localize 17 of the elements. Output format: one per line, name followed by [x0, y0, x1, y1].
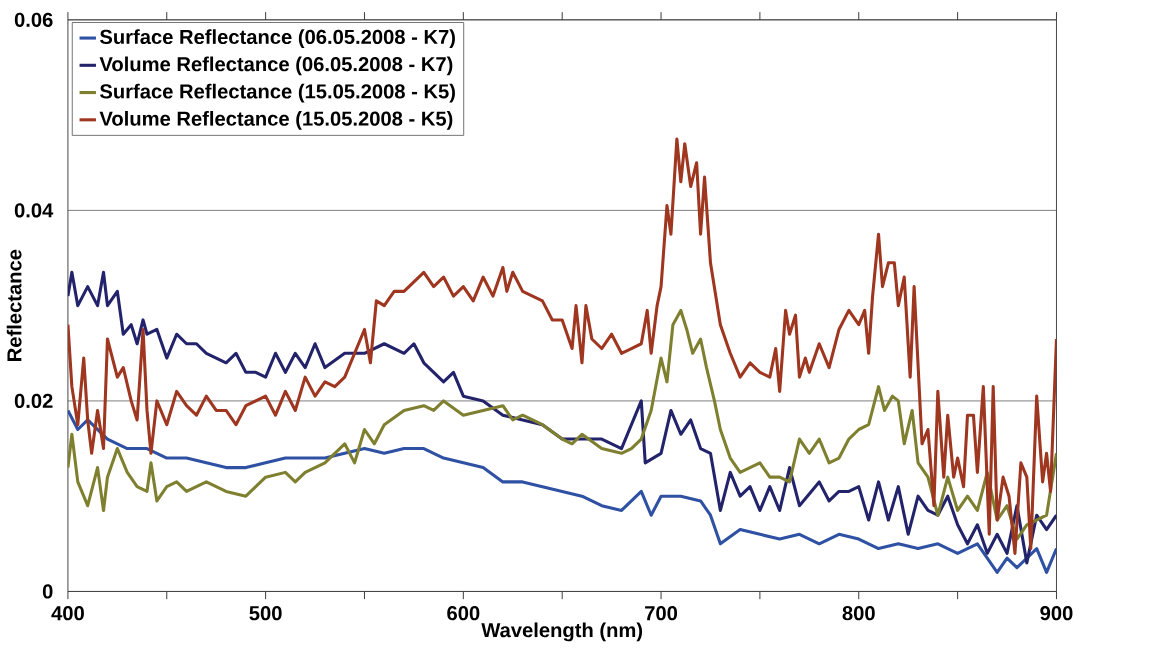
y-tick-label: 0: [42, 584, 53, 599]
legend-label: Surface Reflectance (15.05.2008 - K5): [100, 83, 455, 103]
legend-label: Volume Reflectance (06.05.2008 - K7): [99, 56, 453, 76]
x-tick-label: 700: [645, 606, 678, 621]
line-series: [67, 308, 1057, 541]
y-tick-label: 0.06: [14, 12, 53, 28]
legend-label: Volume Reflectance (15.05.2008 - K5): [99, 111, 453, 130]
y-axis-title: Reflectance: [6, 249, 22, 362]
legend-label: Surface Reflectance (06.05.2008 - K7): [100, 29, 455, 49]
x-axis-title: Wavelength (nm): [481, 622, 643, 642]
x-tick-label: 800: [842, 606, 875, 621]
x-tick-label: 900: [1040, 606, 1073, 621]
y-tick-label: 0.02: [14, 393, 53, 409]
x-tick-label: 500: [249, 606, 282, 621]
x-tick-label: 400: [51, 606, 84, 621]
y-tick-label: 0.04: [14, 203, 54, 218]
x-tick-label: 600: [447, 606, 480, 621]
